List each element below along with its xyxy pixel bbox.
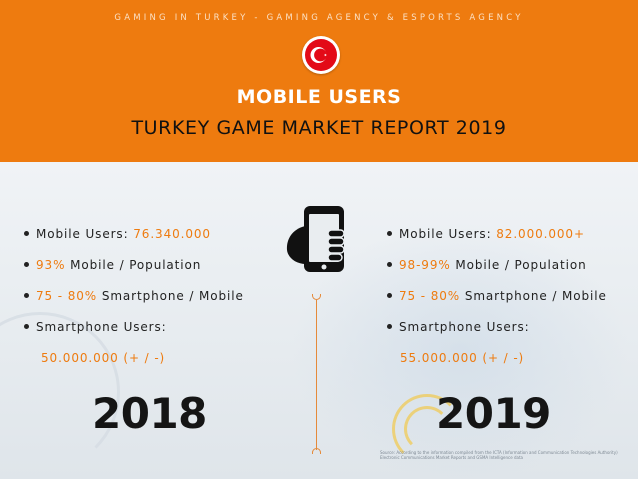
- smartphone-users-value: 50.000.000 (+ / -): [41, 351, 166, 365]
- page-subtitle: TURKEY GAME MARKET REPORT 2019: [131, 117, 507, 139]
- background-signal-arc: [404, 406, 450, 452]
- list-item: Smartphone Users:: [387, 320, 530, 334]
- bullet-icon: [387, 231, 392, 236]
- bullet-icon: [24, 262, 29, 267]
- bullet-icon: [24, 324, 29, 329]
- vertical-divider: [316, 300, 317, 450]
- background-signal-arc: [392, 394, 462, 464]
- content-area: [0, 162, 638, 479]
- bullet-icon: [24, 293, 29, 298]
- turkey-flag-icon: [302, 36, 340, 74]
- smartphone-users-value: 55.000.000 (+ / -): [400, 351, 525, 365]
- list-item: 98-99% Mobile / Population: [387, 258, 587, 272]
- bullet-icon: [24, 231, 29, 236]
- page-title: MOBILE USERS: [236, 86, 402, 108]
- year-label-2019: 2019: [436, 389, 551, 438]
- header-tagline: GAMING IN TURKEY - GAMING AGENCY & ESPOR…: [114, 13, 524, 23]
- list-item: Mobile Users: 76.340.000: [24, 227, 211, 241]
- bullet-icon: [387, 262, 392, 267]
- list-item: 75 - 80% Smartphone / Mobile: [24, 289, 244, 303]
- year-label-2018: 2018: [92, 389, 207, 438]
- source-note: Source: According to the information com…: [380, 450, 618, 460]
- hand-holding-smartphone-icon: [284, 204, 350, 274]
- bullet-icon: [387, 324, 392, 329]
- bullet-icon: [387, 293, 392, 298]
- divider-bottom-cap: [312, 448, 321, 454]
- header-banner: GAMING IN TURKEY - GAMING AGENCY & ESPOR…: [0, 0, 638, 162]
- list-item: Smartphone Users:: [24, 320, 167, 334]
- list-item: 75 - 80% Smartphone / Mobile: [387, 289, 607, 303]
- list-item: 93% Mobile / Population: [24, 258, 201, 272]
- list-item: Mobile Users: 82.000.000+: [387, 227, 585, 241]
- divider-top-cap: [312, 294, 321, 300]
